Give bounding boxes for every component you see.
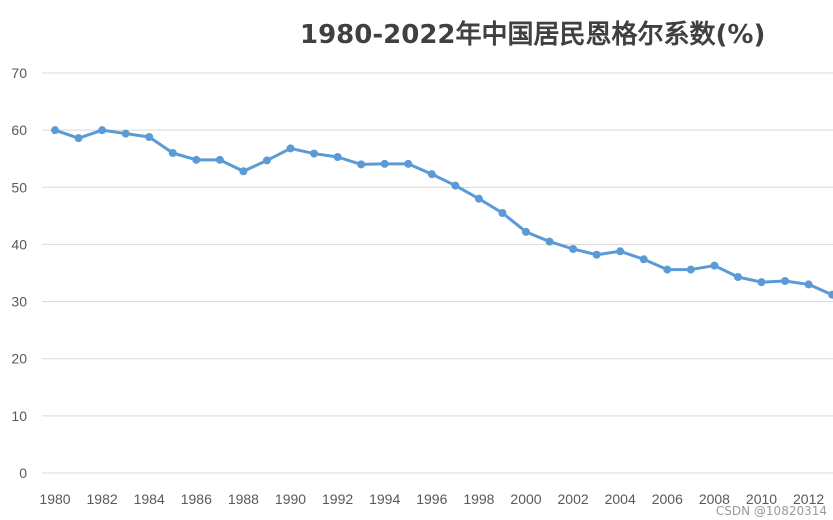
data-point-1980 — [51, 126, 59, 135]
y-tick-label: 20 — [11, 351, 27, 367]
data-point-2007 — [686, 265, 695, 274]
y-tick-label: 40 — [11, 236, 27, 252]
y-tick-label: 50 — [11, 179, 27, 195]
data-point-1984 — [145, 133, 154, 141]
data-point-1983 — [121, 129, 130, 138]
data-point-2003 — [592, 250, 601, 259]
y-tick-label: 0 — [19, 465, 27, 481]
data-point-2002 — [569, 245, 578, 253]
x-tick-label: 2002 — [558, 491, 589, 507]
x-tick-label: 1998 — [463, 491, 494, 507]
x-tick-label: 2012 — [793, 491, 824, 507]
data-point-2012 — [804, 280, 813, 289]
y-tick-label: 30 — [11, 294, 27, 310]
data-point-1997 — [451, 181, 460, 190]
x-tick-label: 2010 — [746, 491, 777, 507]
y-tick-label: 60 — [11, 122, 27, 138]
gridlines — [42, 72, 833, 474]
data-point-1988 — [239, 167, 248, 176]
x-tick-label: 1990 — [275, 491, 306, 507]
x-tick-label: 1980 — [39, 491, 70, 507]
series-line — [54, 128, 833, 297]
x-tick-label: 2004 — [605, 491, 636, 507]
y-tick-label: 70 — [11, 65, 27, 81]
x-tick-label: 1986 — [181, 491, 212, 507]
data-point-2008 — [710, 261, 719, 270]
x-tick-label: 1984 — [134, 491, 165, 507]
x-tick-label: 2008 — [699, 491, 730, 507]
data-point-2011 — [781, 277, 790, 285]
data-point-1989 — [262, 156, 271, 165]
y-tick-label: 10 — [11, 408, 27, 424]
watermark: CSDN @10820314 — [715, 504, 827, 518]
data-point-1986 — [192, 155, 201, 164]
data-point-1993 — [357, 160, 366, 169]
data-point-2006 — [663, 265, 672, 274]
data-point-1999 — [498, 209, 507, 217]
series-engel-coefficient — [51, 126, 833, 299]
data-point-1990 — [286, 144, 295, 153]
x-tick-label: 1982 — [87, 491, 118, 507]
x-tick-label: 1994 — [369, 491, 400, 507]
data-point-1987 — [215, 155, 224, 164]
data-point-1998 — [474, 194, 483, 203]
data-point-2005 — [639, 255, 648, 264]
x-tick-label: 1988 — [228, 491, 259, 507]
x-tick-label: 1992 — [322, 491, 353, 507]
data-point-2001 — [545, 237, 554, 246]
data-point-1996 — [427, 170, 436, 179]
data-point-1992 — [333, 153, 342, 161]
data-point-1981 — [74, 134, 83, 143]
x-tick-label: 1996 — [416, 491, 447, 507]
x-axis-tick-labels: 1980 1982 1984 1986 1988 1990 1992 1994 1996 1998… — [39, 491, 824, 507]
data-point-2000 — [522, 227, 530, 236]
data-point-1995 — [404, 159, 413, 168]
data-point-2004 — [616, 247, 625, 256]
y-axis-tick-labels: 0 10 20 30 40 50 60 70 — [11, 65, 27, 481]
data-point-1982 — [98, 126, 107, 135]
data-point-1991 — [310, 149, 319, 158]
x-tick-label: 2000 — [510, 491, 541, 507]
data-point-2009 — [733, 273, 742, 281]
chart-title: 1980-2022年中国居民恩格尔系数(%) — [300, 20, 766, 50]
data-point-2013 — [828, 290, 833, 299]
data-point-1994 — [380, 159, 389, 168]
data-point-1985 — [168, 149, 177, 157]
data-point-2010 — [757, 278, 766, 287]
x-tick-label: 2006 — [652, 491, 683, 507]
